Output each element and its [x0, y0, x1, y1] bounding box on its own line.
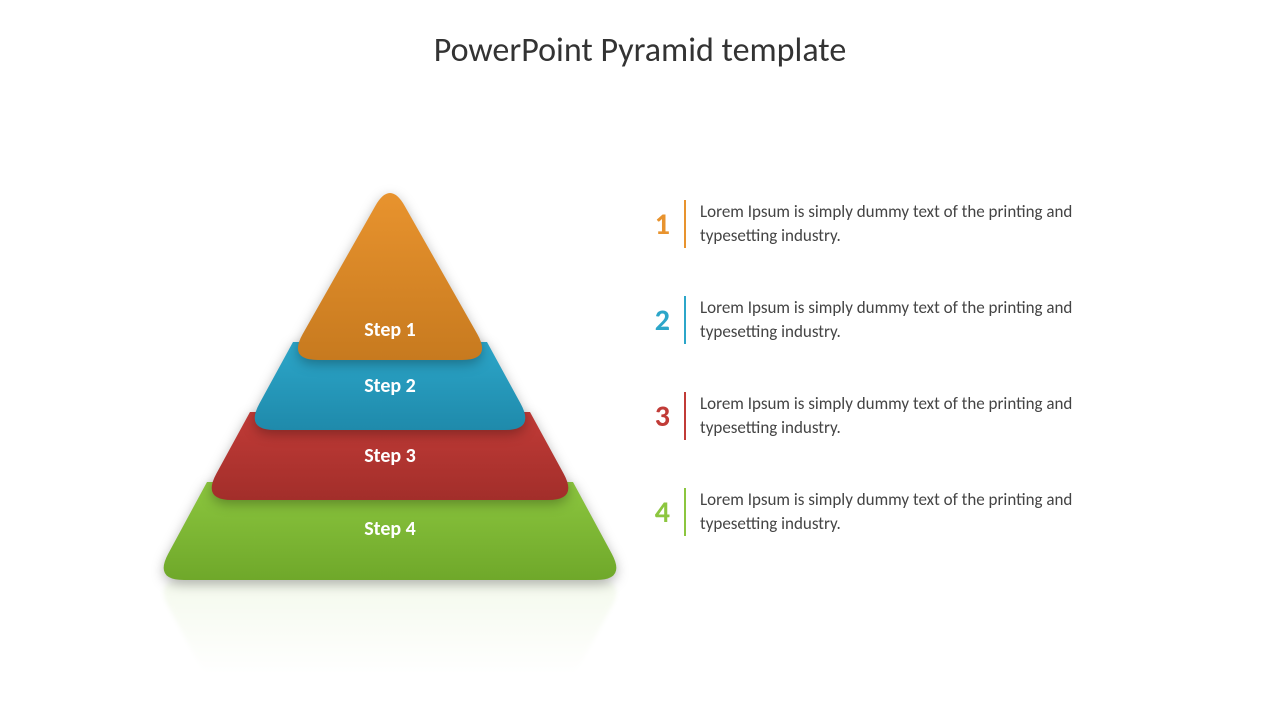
pyramid-slice-label-4: Step 4: [364, 517, 416, 541]
step-text-3: Lorem Ipsum is simply dummy text of the …: [700, 392, 1110, 440]
step-divider-2: [684, 296, 686, 344]
step-number-2: 2: [630, 302, 670, 339]
step-text-2: Lorem Ipsum is simply dummy text of the …: [700, 296, 1110, 344]
page-title: PowerPoint Pyramid template: [0, 30, 1280, 71]
step-number-1: 1: [630, 206, 670, 243]
step-item-3: 3 Lorem Ipsum is simply dummy text of the…: [630, 392, 1110, 440]
pyramid-slice-label-3: Step 3: [364, 444, 416, 468]
step-text-4: Lorem Ipsum is simply dummy text of the …: [700, 488, 1110, 536]
step-divider-4: [684, 488, 686, 536]
step-divider-1: [684, 200, 686, 248]
pyramid-slice-label-2: Step 2: [364, 374, 416, 398]
pyramid-reflection-fade: [150, 580, 630, 698]
step-item-2: 2 Lorem Ipsum is simply dummy text of the…: [630, 296, 1110, 344]
step-number-3: 3: [630, 398, 670, 435]
step-item-4: 4 Lorem Ipsum is simply dummy text of the…: [630, 488, 1110, 536]
pyramid-slice-1: Step 1: [288, 180, 492, 360]
step-divider-3: [684, 392, 686, 440]
step-number-4: 4: [630, 494, 670, 531]
step-text-1: Lorem Ipsum is simply dummy text of the …: [700, 200, 1110, 248]
pyramid-slice-label-1: Step 1: [364, 318, 416, 342]
steps-list: 1 Lorem Ipsum is simply dummy text of the…: [630, 200, 1110, 584]
pyramid-diagram: Step 1 Step 2 Step 3 Step 4: [150, 180, 630, 620]
step-item-1: 1 Lorem Ipsum is simply dummy text of the…: [630, 200, 1110, 248]
